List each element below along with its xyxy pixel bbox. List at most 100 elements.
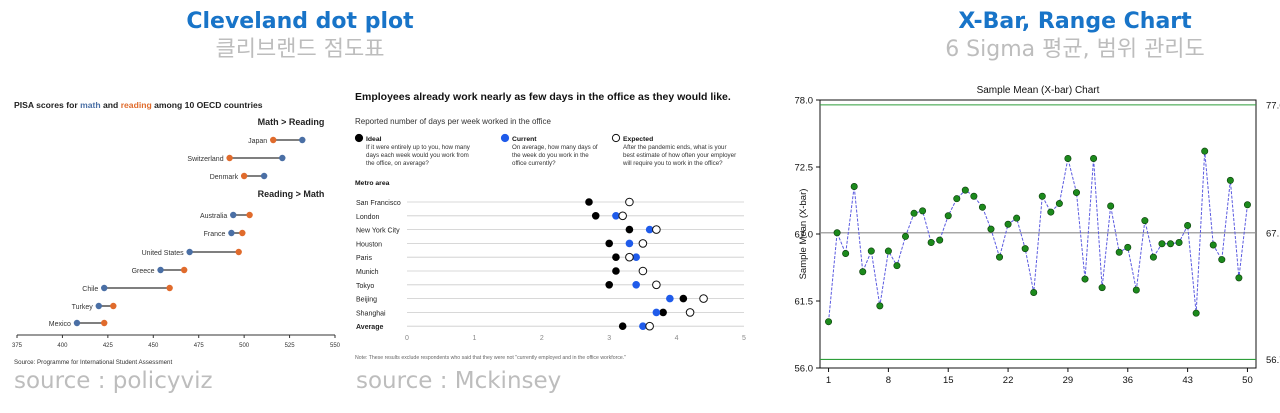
xbar-series-line [828,151,1248,322]
pisa-x-tick-label: 425 [103,343,114,349]
pisa-country-label: Denmark [210,174,239,181]
mck-x-tick-label: 1 [472,335,476,342]
mck-subtitle: Reported number of days per week worked … [355,117,552,126]
xbar-y-tick-label: 61.5 [795,297,814,308]
pisa-math-dot [157,266,164,274]
pisa-math-dot [230,211,237,219]
xbar-plot-frame [819,99,1257,369]
pisa-reading-dot [270,136,277,144]
xbar-data-point [1235,274,1243,282]
xbar-data-point [1030,288,1038,296]
mck-current-dot [639,322,647,330]
source-mckinsey: source : Mckinsey [356,368,562,394]
xbar-data-point [859,268,867,276]
pisa-math-dot [101,284,108,292]
mck-expected-dot [625,252,634,262]
pisa-math-dot [73,319,81,327]
xbar-ucl-label: 77.6 [1266,100,1280,111]
xbar-data-point [1158,240,1166,248]
xbar-x-tick-label: 36 [1122,375,1133,386]
xbar-y-tick-label: 72.5 [795,163,814,174]
xbar-data-point [996,253,1004,261]
right-chart-subtitle: 6 Sigma 평균, 범위 관리도 [945,37,1205,62]
mck-current-dot [632,253,640,261]
mck-expected-dot [685,308,695,317]
mck-current-dot [652,308,661,317]
pisa-x-tick-label: 450 [148,343,159,349]
xbar-data-point [1192,309,1200,317]
pisa-country-label: United States [142,250,185,257]
pisa-group-label: Reading > Math [258,189,325,199]
xbar-data-point [1064,154,1072,162]
pisa-reading-dot [226,154,233,162]
mck-row-label: Tokyo [356,283,374,290]
xbar-data-point [1115,248,1123,256]
mck-legend-marker [611,133,621,143]
xbar-y-axis-label: Sample Mean (X-bar) [798,189,809,280]
mck-expected-dot [638,266,648,276]
xbar-data-point [944,212,952,220]
pisa-reading-dot [239,229,246,237]
xbar-x-tick-label: 15 [943,375,954,386]
mck-ideal-dot [679,294,688,303]
pisa-x-tick-label: 375 [12,343,23,349]
xbar-x-tick-label: 50 [1242,375,1253,386]
pisa-title-part: reading [121,100,152,110]
mck-expected-dot [618,211,627,221]
left-chart-header: Cleveland dot plot 클리브랜드 점도표 [150,8,450,64]
mck-x-tick-label: 5 [742,335,746,342]
mck-legend-desc: best estimate of how often your employer [623,152,736,159]
pisa-reading-dot [246,211,253,219]
xbar-x-tick-label: 1 [826,375,831,386]
xbar-data-point [1055,200,1063,208]
xbar-data-point [927,239,935,247]
xbar-data-point [1090,154,1098,162]
right-chart-title: X-Bar, Range Chart [958,9,1192,34]
mck-expected-dot [652,280,661,290]
xbar-data-point [1201,147,1209,155]
pisa-x-tick-label: 525 [285,343,296,349]
mck-row-header: Metro area [355,180,390,187]
mck-legend-desc: will require you to work in the office? [622,160,723,167]
right-chart-header: X-Bar, Range Chart 6 Sigma 평균, 범위 관리도 [900,8,1250,64]
pisa-country-label: Chile [82,286,98,293]
mck-row-label: San Francisco [356,200,401,207]
xbar-title: Sample Mean (X-bar) Chart [977,85,1100,96]
xbar-data-point [893,262,901,270]
xbar-data-point [876,302,884,310]
left-chart-subtitle: 클리브랜드 점도표 [215,37,385,62]
mck-legend-marker [354,133,364,143]
xbar-data-point [1038,192,1046,200]
xbar-data-point [1013,214,1021,222]
pisa-country-label: Mexico [49,321,71,328]
mck-legend-desc: the week do you work in the [512,152,589,159]
mck-x-tick-label: 4 [675,335,679,342]
xbar-lcl-label: 56.7 [1266,355,1280,366]
xbar-data-point [936,236,944,244]
mck-row-label: Shanghai [356,310,386,317]
mck-legend-desc: If it were entirely up to you, how many [366,144,471,151]
xbar-data-point [1081,275,1089,283]
xbar-data-point [842,249,850,257]
mck-legend-label: Expected [623,136,653,143]
mck-row-label: Munich [356,269,379,276]
mck-current-dot [666,294,674,303]
pisa-x-tick-label: 400 [57,343,68,349]
xbar-data-point [970,192,978,200]
mck-ideal-dot [612,267,620,275]
xbar-data-point [1021,245,1029,253]
mck-expected-dot [625,197,634,207]
xbar-data-point [833,229,841,237]
xbar-y-tick-label: 67.0 [795,230,814,241]
mck-x-tick-label: 2 [540,335,544,342]
mck-ideal-dot [625,225,634,234]
pisa-x-tick-label: 550 [330,343,341,349]
pisa-title-part: PISA scores for [14,100,80,110]
xbar-data-point [1004,220,1012,228]
mck-x-tick-label: 0 [405,335,409,342]
pisa-x-tick-label: 475 [194,343,205,349]
mck-legend-marker [500,133,510,143]
left-chart-title: Cleveland dot plot [186,9,414,34]
xbar-data-point [1098,284,1106,292]
mck-expected-dot [645,321,654,331]
